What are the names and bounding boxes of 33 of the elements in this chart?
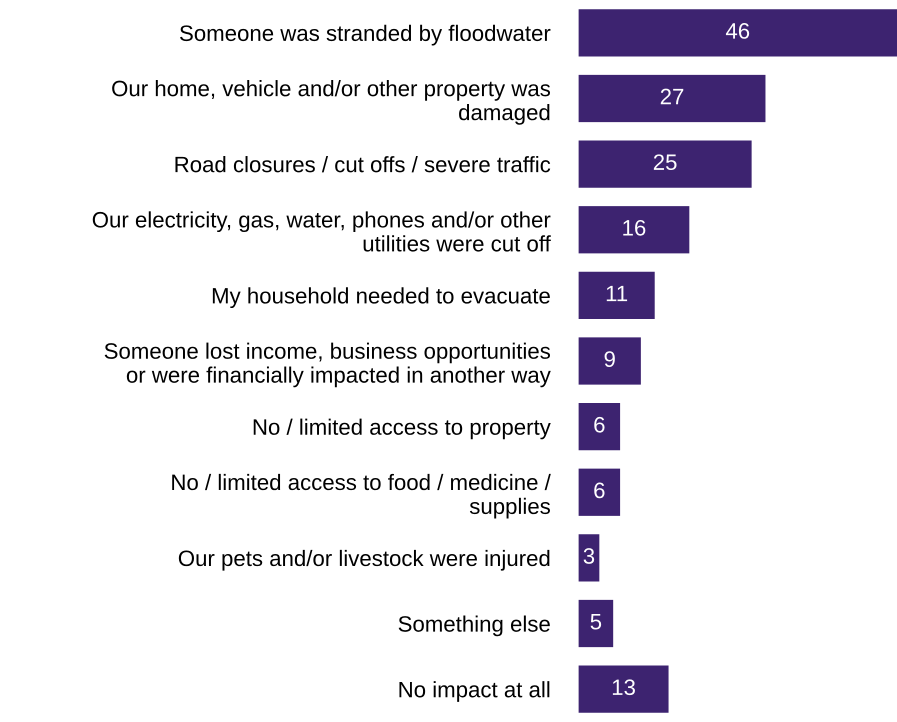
y-tick-label: Road closures / cut offs / severe traffic <box>175 156 550 172</box>
data-label: 11 <box>606 286 628 302</box>
bar <box>578 206 690 254</box>
data-label: 25 <box>654 154 677 170</box>
data-label: 6 <box>594 416 605 433</box>
y-tick-label: Our electricity, gas, water, phones and/or other utilities were cut off <box>92 211 551 252</box>
bar <box>578 468 620 516</box>
y-tick-label: Someone was stranded by floodwater <box>180 24 550 46</box>
bar <box>578 140 752 188</box>
y-tick-label: My household needed to evacuate <box>212 287 550 308</box>
y-tick-label: Something else <box>398 615 550 636</box>
bar <box>578 9 897 56</box>
y-tick-label: No impact at all <box>399 681 550 702</box>
data-label: 46 <box>726 23 750 39</box>
bar <box>578 272 655 319</box>
y-tick-label: No / limited access to food / medicine / supplies <box>172 474 551 519</box>
data-label: 13 <box>612 679 635 696</box>
data-label: 27 <box>660 88 684 104</box>
bar <box>578 666 669 713</box>
bar <box>578 600 614 648</box>
y-tick-label: Someone lost income, business opportunities or were financially impacted in another way <box>104 342 551 388</box>
y-tick-label: Our home, vehicle and/or other property was damaged <box>112 80 550 125</box>
data-label: 5 <box>590 614 602 630</box>
data-label: 3 <box>584 548 594 564</box>
data-label: 16 <box>623 220 646 236</box>
bar <box>578 403 620 450</box>
y-tick-label: Our pets and/or livestock were injured <box>178 550 550 571</box>
data-label: 6 <box>594 482 605 498</box>
bar <box>578 534 600 582</box>
bar <box>578 337 641 385</box>
y-tick-label: No / limited access to property <box>254 418 551 440</box>
data-label: 9 <box>604 351 615 367</box>
bar <box>578 74 766 122</box>
